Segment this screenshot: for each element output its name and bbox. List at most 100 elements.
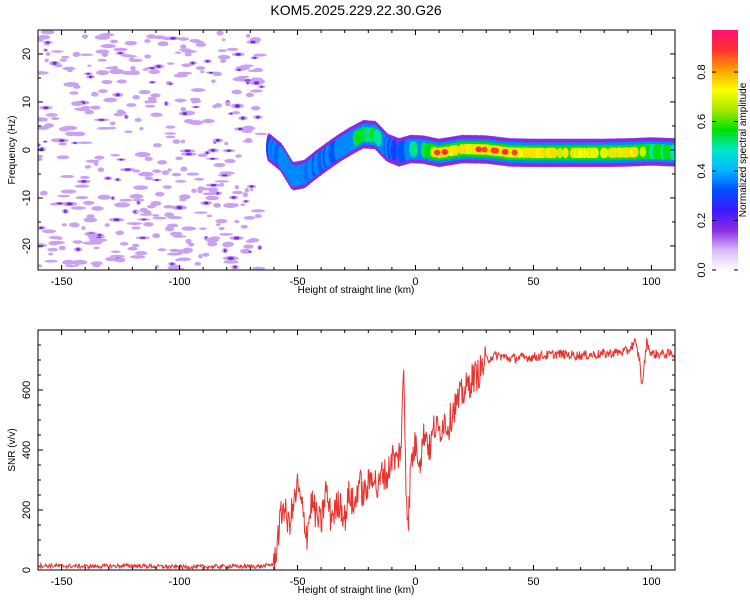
spectrogram-noise-blob — [79, 175, 90, 179]
spectrogram-noise-blob — [109, 39, 119, 44]
spectrogram-noise-blob — [195, 66, 206, 71]
spectrogram-noise-blob — [129, 57, 135, 62]
spectrogram-noise-blob — [198, 253, 203, 259]
spectrogram-noise-blob — [252, 266, 266, 270]
spectrogram-noise-core — [133, 210, 136, 213]
snr-y-tick-label: 400 — [21, 441, 33, 459]
spectrogram-noise-blob — [157, 160, 168, 165]
spectrogram-noise-blob — [144, 176, 154, 181]
spectrogram-noise-blob — [242, 192, 248, 198]
spectrogram-noise-blob — [253, 53, 267, 57]
spectrogram-noise-blob — [221, 38, 226, 42]
spectrogram-ridge-cell — [433, 149, 441, 156]
spectrogram-noise-blob — [250, 106, 261, 111]
spectrogram-noise-blob — [70, 206, 86, 210]
spectrogram-noise-blob — [189, 97, 201, 102]
spectrogram-noise-blob — [219, 233, 233, 236]
spectrogram-y-tick-label: -20 — [21, 238, 33, 254]
colorbar-ticks: 0.0 0.2 0.4 0.6 0.8 — [696, 64, 738, 278]
spectrogram-noise-blob — [38, 243, 47, 248]
spectrogram-noise-core — [156, 64, 161, 68]
spectrogram-noise-blob — [194, 261, 202, 266]
spectrogram-noise-blob — [224, 158, 236, 164]
spectrogram-noise-blob — [243, 244, 254, 249]
spectrogram-noise-blob — [154, 264, 160, 269]
spectrogram-noise-blob — [45, 113, 58, 117]
spectrogram-noise-core — [124, 168, 131, 171]
spectrogram-noise-core — [255, 115, 260, 119]
spectrogram-noise-blob — [57, 194, 71, 198]
spectrogram-noise-blob — [245, 240, 256, 243]
spectrogram-noise-core — [66, 202, 73, 206]
spectrogram-noise-blob — [143, 222, 154, 227]
spectrogram-ridge-cell — [475, 146, 482, 153]
spectrogram-noise-blob — [184, 52, 192, 57]
spectrogram-noise-blob — [152, 233, 161, 239]
spectrogram-noise-core — [244, 200, 248, 203]
spectrogram-noise-core — [86, 72, 91, 75]
spectrogram-noise-blob — [175, 156, 184, 161]
colorbar-tick-label: 0.2 — [696, 213, 708, 228]
spectrogram-noise-core — [150, 81, 155, 84]
spectrogram-ridge-cell — [639, 146, 647, 158]
spectrogram-noise-core — [210, 148, 216, 152]
snr-x-tick-label: 50 — [527, 576, 539, 588]
snr-x-tick-label: -50 — [290, 576, 306, 588]
spectrogram-noise-blob — [65, 131, 77, 136]
spectrogram-noise-blob — [144, 54, 152, 59]
spectrogram-noise-blob — [194, 177, 205, 181]
spectrogram-noise-blob — [157, 248, 167, 252]
spectrogram-noise-blob — [79, 53, 94, 57]
spectrogram-x-axis-label: Height of straight line (km) — [298, 285, 415, 296]
spectrogram-noise-core — [231, 196, 236, 199]
spectrogram-noise-core — [246, 81, 249, 85]
spectrogram-noise-blob — [97, 167, 105, 173]
spectrogram-noise-blob — [232, 76, 247, 82]
spectrogram-noise-blob — [181, 49, 197, 53]
spectrogram-y-tick-label: -10 — [21, 190, 33, 206]
spectrogram-noise-blob — [119, 198, 133, 202]
spectrogram-y-tick-label: 0 — [21, 147, 33, 153]
spectrogram-noise-blob — [242, 125, 255, 131]
spectrogram-noise-core — [98, 118, 105, 121]
spectrogram-noise-blob — [110, 153, 121, 157]
spectrogram-noise-blob — [38, 118, 48, 122]
spectrogram-noise-blob — [135, 251, 148, 256]
spectrogram-noise-core — [59, 139, 65, 142]
spectrogram-x-tick-label: 50 — [527, 276, 539, 288]
colorbar-tick-label: 0.0 — [696, 262, 708, 277]
spectrogram-noise-blob — [207, 241, 218, 247]
spectrogram-noise-blob — [218, 226, 225, 231]
snr-x-ticks: -150 -100 -50 0 50 100 — [37, 330, 676, 588]
snr-y-ticks: 0 200 400 600 — [21, 329, 675, 573]
spectrogram-noise-blob — [181, 226, 197, 231]
spectrogram-noise-blob — [126, 103, 137, 107]
spectrogram-noise-blob — [38, 264, 43, 268]
spectrogram-noise-blob — [44, 123, 54, 128]
spectrogram-noise-core — [194, 106, 198, 108]
spectrogram-noise-blob — [202, 118, 215, 124]
spectrogram-noise-core — [80, 180, 87, 183]
spectrogram-noise-core — [119, 158, 124, 161]
spectrogram-y-axis-label: Frequency (Hz) — [7, 116, 18, 185]
spectrogram-ridge-cell — [390, 139, 397, 161]
spectrogram-noise-blob — [132, 95, 140, 100]
spectrogram-noise-blob — [41, 229, 57, 234]
spectrogram-noise-blob — [87, 233, 96, 239]
spectrogram-noise-blob — [152, 169, 162, 173]
spectrogram-noise-core — [76, 247, 80, 251]
spectrogram-y-tick-label: 20 — [21, 48, 33, 60]
spectrogram-noise-blob — [241, 130, 253, 133]
spectrogram-noise-blob — [251, 209, 265, 213]
spectrogram-noise-blob — [212, 104, 218, 109]
spectrogram-noise-blob — [73, 84, 81, 89]
spectrogram-noise-blob — [69, 91, 79, 95]
spectrogram-x-tick-label: -50 — [290, 276, 306, 288]
spectrogram-noise-blob — [84, 109, 94, 115]
spectrogram-noise-blob — [249, 188, 254, 192]
spectrogram-noise-blob — [182, 63, 191, 68]
spectrogram-noise-core — [52, 61, 57, 65]
spectrogram-noise-blob — [217, 54, 231, 60]
spectrogram-ridge-cell — [481, 146, 488, 153]
spectrogram-noise-blob — [197, 153, 208, 157]
